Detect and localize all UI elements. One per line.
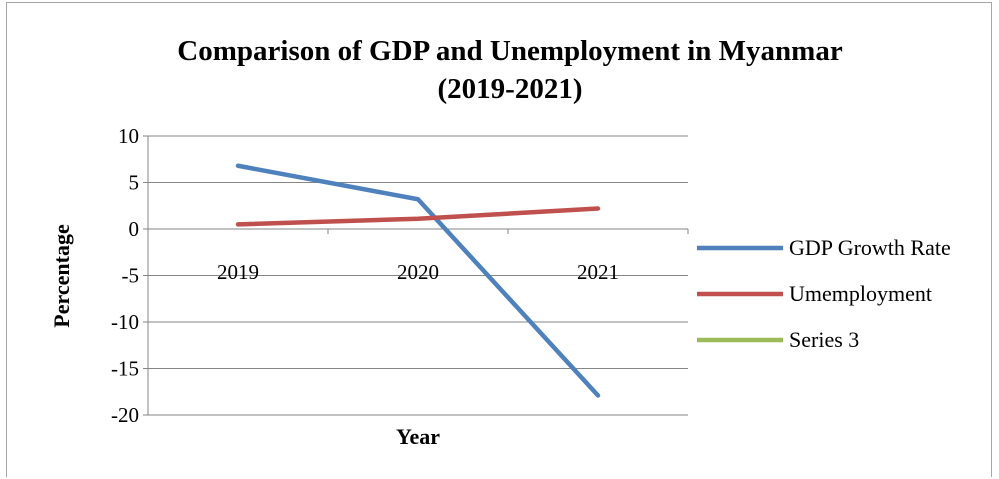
- legend-label: Series 3: [789, 327, 859, 352]
- x-tick-label: 2020: [397, 260, 439, 284]
- x-tick-label: 2019: [217, 260, 259, 284]
- x-tick-label: 2021: [577, 260, 619, 284]
- y-axis-title: Percentage: [49, 224, 74, 328]
- y-tick-label: 0: [129, 217, 140, 241]
- series-line-2: [235, 206, 601, 227]
- chart-frame: [6, 2, 992, 477]
- x-axis-title: Year: [396, 424, 440, 449]
- axes: [143, 135, 689, 416]
- y-tick-label: -20: [111, 403, 139, 427]
- legend-label: GDP Growth Rate: [789, 235, 951, 260]
- y-tick-labels: 10 5 0 -5 -10 -15 -20: [111, 124, 139, 427]
- y-tick-label: -15: [111, 357, 139, 381]
- legend-label: Umemployment: [789, 281, 932, 306]
- chart-subtitle: (2019-2021): [438, 73, 583, 105]
- y-tick-label: -5: [122, 264, 140, 288]
- chart-title: Comparison of GDP and Unemployment in My…: [177, 35, 843, 67]
- y-tick-label: -10: [111, 310, 139, 334]
- x-tick-labels: 2019 2020 2021: [217, 260, 619, 284]
- series-lines: [235, 163, 601, 398]
- y-tick-label: 10: [118, 124, 139, 148]
- legend: GDP Growth Rate Umemployment Series 3: [697, 235, 951, 352]
- y-tick-label: 5: [129, 171, 140, 195]
